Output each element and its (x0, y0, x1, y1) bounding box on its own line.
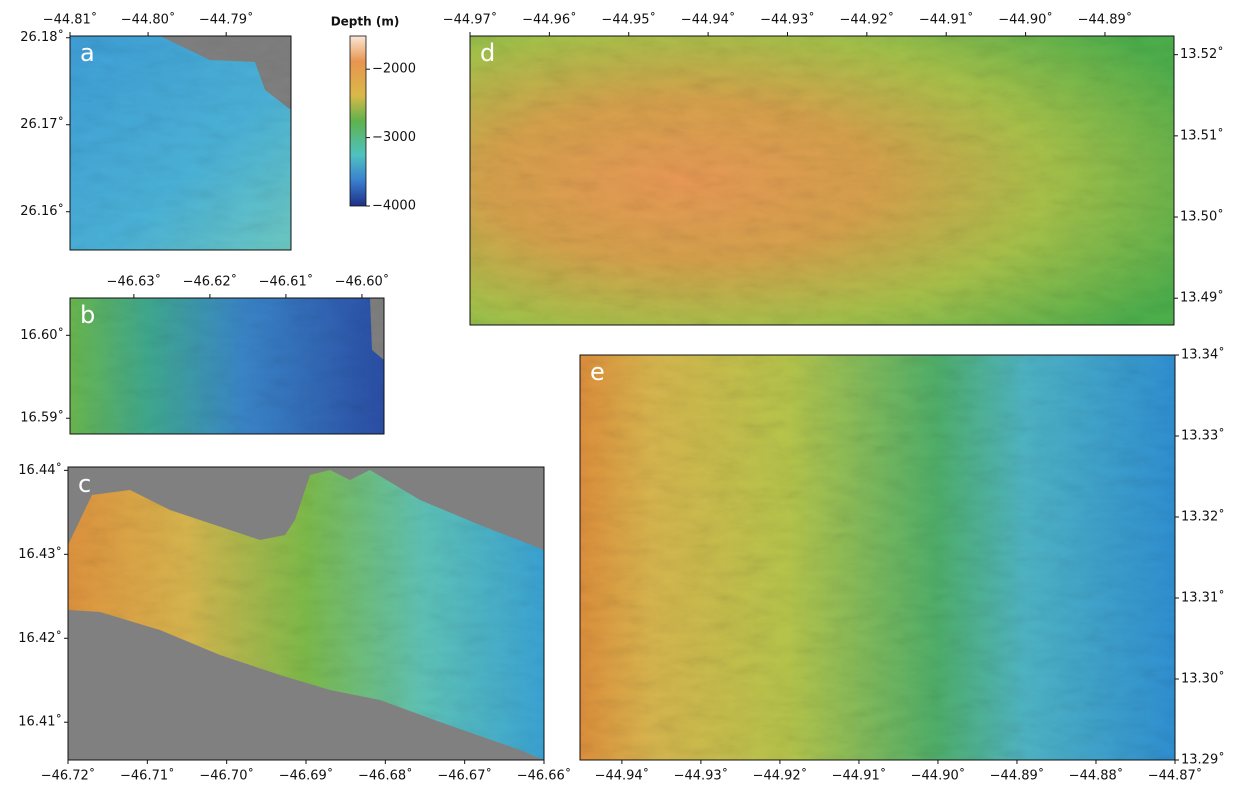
colorbar-tick-label: −3000 (372, 130, 416, 145)
x-tick-label: −44.95˚ (601, 12, 656, 28)
x-tick-label: −46.67˚ (437, 768, 492, 784)
colorbar-tick-label: −4000 (372, 199, 416, 214)
x-tick-label: −44.96˚ (522, 12, 577, 28)
y-tick-label: 16.41˚ (18, 714, 62, 730)
x-tick-label: −46.62˚ (183, 274, 238, 290)
x-tick-label: −44.79˚ (199, 12, 254, 28)
x-tick-label: −46.68˚ (358, 768, 413, 784)
x-tick-label: −46.69˚ (279, 768, 334, 784)
x-tick-label: −44.87˚ (1148, 768, 1203, 784)
x-tick-label: −44.91˚ (832, 768, 887, 784)
y-tick-label: 13.51˚ (1180, 127, 1224, 143)
panel-label: c (78, 470, 91, 498)
panel-label: b (80, 301, 95, 329)
panel-e-image (580, 355, 1175, 760)
x-tick-label: −44.89˚ (1078, 12, 1133, 28)
panel-label: a (80, 39, 95, 67)
y-tick-label: 26.17˚ (20, 116, 64, 132)
panel-frame (469, 35, 1175, 326)
x-tick-label: −44.94˚ (681, 12, 736, 28)
x-tick-label: −44.92˚ (840, 12, 895, 28)
x-tick-label: −44.97˚ (443, 12, 498, 28)
x-tick-label: −46.66˚ (517, 768, 572, 784)
y-tick-label: 13.31˚ (1181, 590, 1225, 606)
x-tick-label: −44.90˚ (998, 12, 1053, 28)
panel-d-image (470, 36, 1174, 325)
x-tick-label: −44.94˚ (595, 768, 650, 784)
x-tick-label: −46.63˚ (107, 274, 162, 290)
y-tick-label: 16.42˚ (18, 630, 62, 646)
x-tick-label: −44.93˚ (760, 12, 815, 28)
y-tick-label: 13.33˚ (1181, 428, 1225, 444)
panel-frame (69, 35, 292, 251)
panel-frame (579, 354, 1176, 761)
panel-c-image (68, 467, 544, 760)
y-tick-label: 16.43˚ (18, 546, 62, 562)
x-tick-label: −44.80˚ (121, 12, 176, 28)
colorbar-title: Depth (m) (331, 15, 400, 29)
y-tick-label: 13.32˚ (1181, 509, 1225, 525)
y-tick-label: 13.52˚ (1180, 46, 1224, 62)
x-tick-label: −44.91˚ (919, 12, 974, 28)
x-tick-label: −44.92˚ (753, 768, 808, 784)
y-tick-label: 16.44˚ (18, 462, 62, 478)
x-tick-label: −46.70˚ (199, 768, 254, 784)
y-tick-label: 26.16˚ (20, 203, 64, 219)
x-tick-label: −44.93˚ (674, 768, 729, 784)
panel-frame (69, 297, 385, 435)
x-tick-label: −44.88˚ (1069, 768, 1124, 784)
y-tick-label: 26.18˚ (20, 29, 64, 45)
panel-a-image (70, 36, 291, 250)
y-tick-label: 13.34˚ (1181, 347, 1225, 363)
x-tick-label: −44.89˚ (990, 768, 1045, 784)
x-tick-label: −44.81˚ (43, 12, 98, 28)
panel-label: d (480, 39, 495, 67)
y-tick-label: 13.50˚ (1180, 209, 1224, 225)
panel-label: e (590, 358, 605, 386)
y-tick-label: 13.30˚ (1181, 671, 1225, 687)
x-tick-label: −46.72˚ (41, 768, 96, 784)
y-tick-label: 13.49˚ (1180, 290, 1224, 306)
y-tick-label: 13.29˚ (1181, 752, 1225, 768)
y-tick-label: 16.59˚ (20, 410, 64, 426)
x-tick-label: −46.71˚ (120, 768, 175, 784)
colorbar (349, 35, 367, 207)
y-tick-label: 16.60˚ (20, 327, 64, 343)
panel-b-image (70, 298, 384, 434)
x-tick-label: −46.61˚ (259, 274, 314, 290)
x-tick-label: −44.90˚ (911, 768, 966, 784)
colorbar-tick-label: −2000 (372, 62, 416, 77)
x-tick-label: −46.60˚ (335, 274, 390, 290)
